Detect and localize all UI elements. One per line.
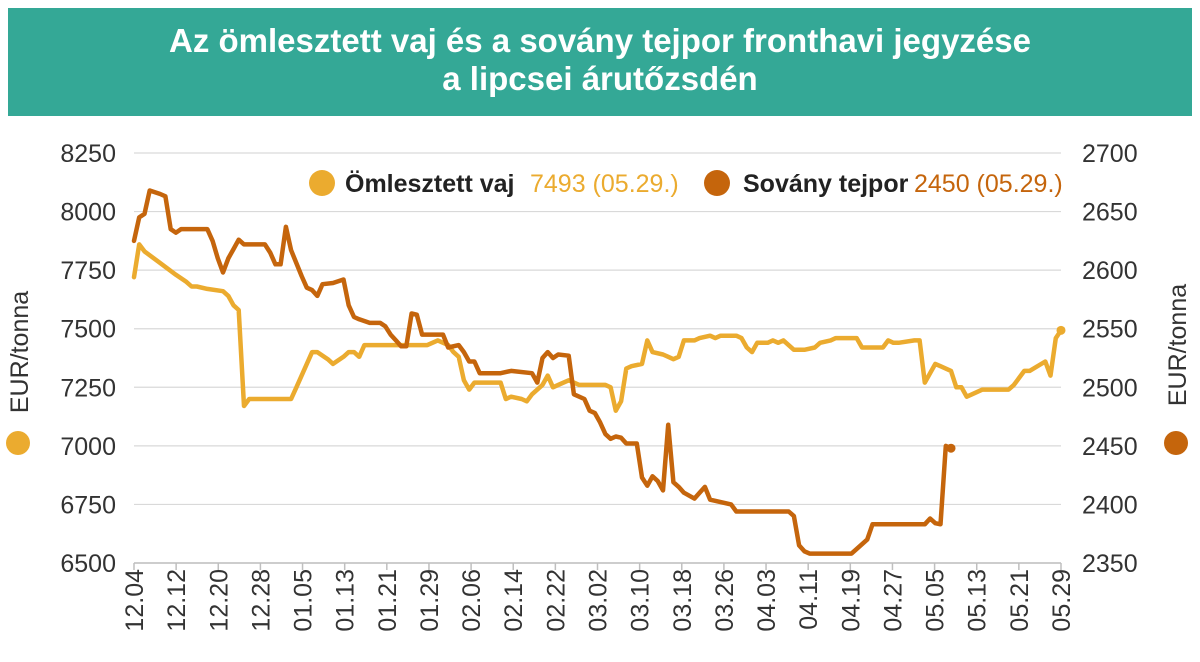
y-right-tick-label: 2400 (1082, 491, 1138, 519)
series-line-butter (131, 242, 1064, 413)
legend-marker-smp (704, 170, 730, 196)
y-left-tick-label: 7750 (60, 257, 116, 285)
y-left-tick-label: 8250 (60, 140, 116, 168)
x-tick-label: 03.26 (711, 569, 739, 632)
smp-axis-marker (1164, 431, 1188, 455)
x-tick-label: 03.18 (669, 569, 697, 632)
y-left-tick-label: 7500 (60, 316, 116, 344)
x-tick-label: 05.05 (922, 569, 950, 632)
legend-label-butter: Ömlesztett vaj (345, 169, 515, 198)
y-right-tick-label: 2450 (1082, 433, 1138, 461)
y-left-tick-label: 7250 (60, 374, 116, 402)
x-tick-label: 04.19 (837, 569, 865, 632)
x-tick-label: 12.28 (247, 569, 275, 632)
x-tick-label: 05.21 (1006, 569, 1034, 632)
x-tick-label: 01.21 (374, 569, 402, 632)
y-left-tick-label: 8000 (60, 199, 116, 227)
x-tick-label: 02.22 (542, 569, 570, 632)
chart-title-line-1: Az ömlesztett vaj és a sovány tejpor fro… (169, 22, 1031, 59)
y-left-tick-label: 6750 (60, 491, 116, 519)
y-left-tick-label: 6500 (60, 550, 116, 578)
y-right-tick-label: 2650 (1082, 199, 1138, 227)
y-right-tick-label: 2350 (1082, 550, 1138, 578)
x-tick-label: 01.29 (416, 569, 444, 632)
y-right-axis-title: EUR/tonna (1164, 284, 1192, 406)
chart-title-line-2: a lipcsei árutőzsdén (442, 60, 758, 97)
x-tick-label: 04.03 (753, 569, 781, 632)
y-right-tick-label: 2500 (1082, 374, 1138, 402)
y-right-tick-label: 2600 (1082, 257, 1138, 285)
x-tick-label: 03.10 (627, 569, 655, 632)
x-tick-label: 05.13 (964, 569, 992, 632)
x-tick-label: 05.29 (1048, 569, 1076, 632)
x-tick-label: 12.20 (205, 569, 233, 632)
x-tick-label: 02.14 (500, 569, 528, 632)
legend-marker-butter (309, 170, 335, 196)
y-left-axis-title: EUR/tonna (6, 291, 34, 413)
y-right-tick-label: 2550 (1082, 316, 1138, 344)
butter-axis-marker (6, 431, 30, 455)
y-left-tick-label: 7000 (60, 433, 116, 461)
series-line-smp (131, 188, 954, 556)
x-tick-label: 01.13 (332, 569, 360, 632)
legend-value-butter: 7493 (05.29.) (530, 170, 679, 198)
last-point-smp (946, 443, 956, 453)
legend-value-smp: 2450 (05.29.) (914, 170, 1063, 198)
x-tick-label: 04.27 (879, 569, 907, 632)
last-point-butter (1056, 325, 1066, 335)
legend-label-smp: Sovány tejpor (743, 170, 909, 198)
x-tick-label: 12.12 (163, 569, 191, 632)
y-right-tick-label: 2700 (1082, 140, 1138, 168)
x-tick-label: 02.06 (458, 569, 486, 632)
x-tick-label: 12.04 (121, 569, 149, 632)
chart-title-banner: Az ömlesztett vaj és a sovány tejpor fro… (8, 8, 1192, 116)
x-tick-label: 04.11 (795, 569, 823, 630)
x-tick-label: 03.02 (585, 569, 613, 632)
x-tick-label: 01.05 (290, 569, 318, 632)
